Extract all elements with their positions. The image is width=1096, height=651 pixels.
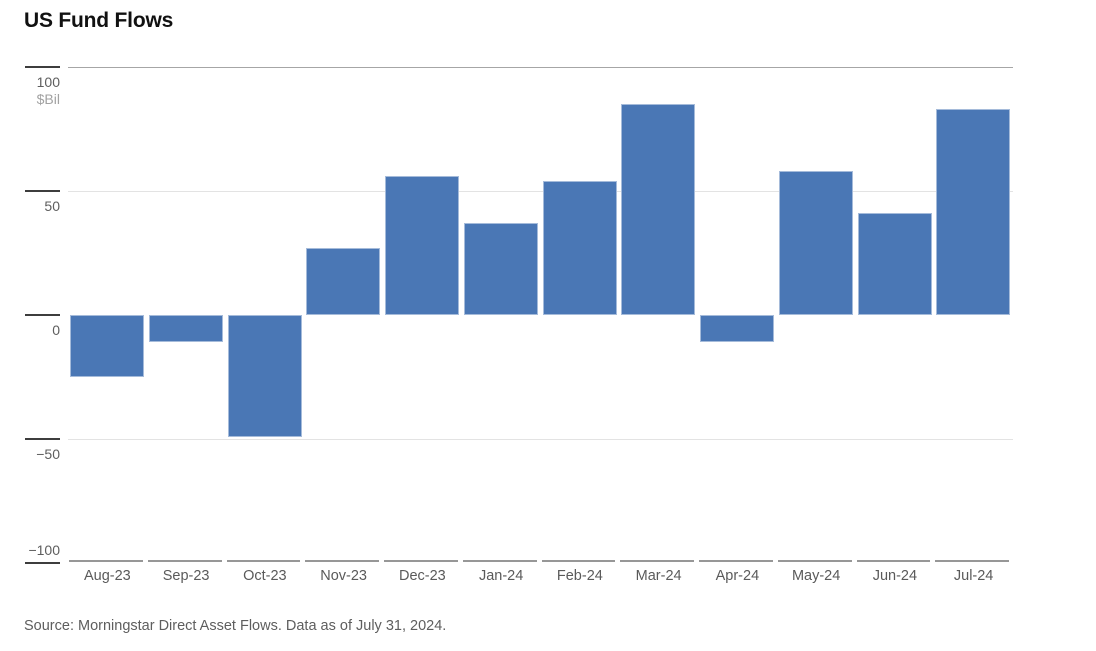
page-title: US Fund Flows [24,9,174,32]
x-axis-label: Apr-24 [715,568,760,584]
source-note: Source: Morningstar Direct Asset Flows. … [24,618,447,634]
bar-aug-23 [70,315,144,377]
x-axis-segment [620,560,694,562]
plot-area [68,67,1013,563]
x-axis-segment [935,560,1009,562]
y-axis-tick [25,190,60,192]
y-axis-tick-label: 0 [52,322,60,338]
x-axis-segment [226,560,301,562]
x-axis-label: Sep-23 [162,568,210,584]
bar-jan-24 [463,223,538,315]
y-axis-unit-label: $Bil [36,91,60,107]
bar-may-24 [778,171,853,315]
plot-top-border [68,67,1013,68]
bar-jul-24 [936,109,1011,315]
bar-feb-24 [542,181,617,315]
y-axis-tick-label: −50 [36,446,60,462]
x-axis-segment [699,560,773,562]
x-axis-segment [541,560,616,562]
bar-jun-24 [857,213,932,315]
y-axis-tick [25,438,60,440]
x-axis-label: Jul-24 [953,568,994,584]
bar-sep-23 [148,315,223,343]
x-axis-label: Mar-24 [635,568,682,584]
bar-mar-24 [621,104,696,315]
x-axis-label: May-24 [791,568,841,584]
gridline [68,439,1013,440]
x-axis-segment [147,560,222,562]
x-axis-label: Dec-23 [399,568,446,584]
x-axis-segment [69,560,143,562]
bar-oct-23 [227,315,302,437]
x-axis-label: Aug-23 [83,568,131,584]
x-axis-segment [384,560,458,562]
x-axis-segment [305,560,379,562]
x-axis-label: Feb-24 [556,568,603,584]
bar-apr-24 [700,315,774,343]
y-axis-tick-label: 50 [44,198,60,214]
x-axis-label: Oct-23 [243,568,287,584]
bar-nov-23 [306,248,381,315]
bar-dec-23 [385,176,459,315]
y-axis-tick [25,66,60,68]
gridline [68,191,1013,192]
y-axis-tick [25,314,60,316]
x-axis-segment [777,560,852,562]
y-axis-tick-label: −100 [28,542,60,558]
x-axis-label: Jan-24 [478,568,524,584]
x-axis-segment [462,560,537,562]
x-axis-segment [856,560,931,562]
x-axis-label: Jun-24 [872,568,918,584]
y-axis-tick-label: 100 [36,74,60,90]
x-axis-label: Nov-23 [320,568,367,584]
y-axis-tick [25,562,60,564]
